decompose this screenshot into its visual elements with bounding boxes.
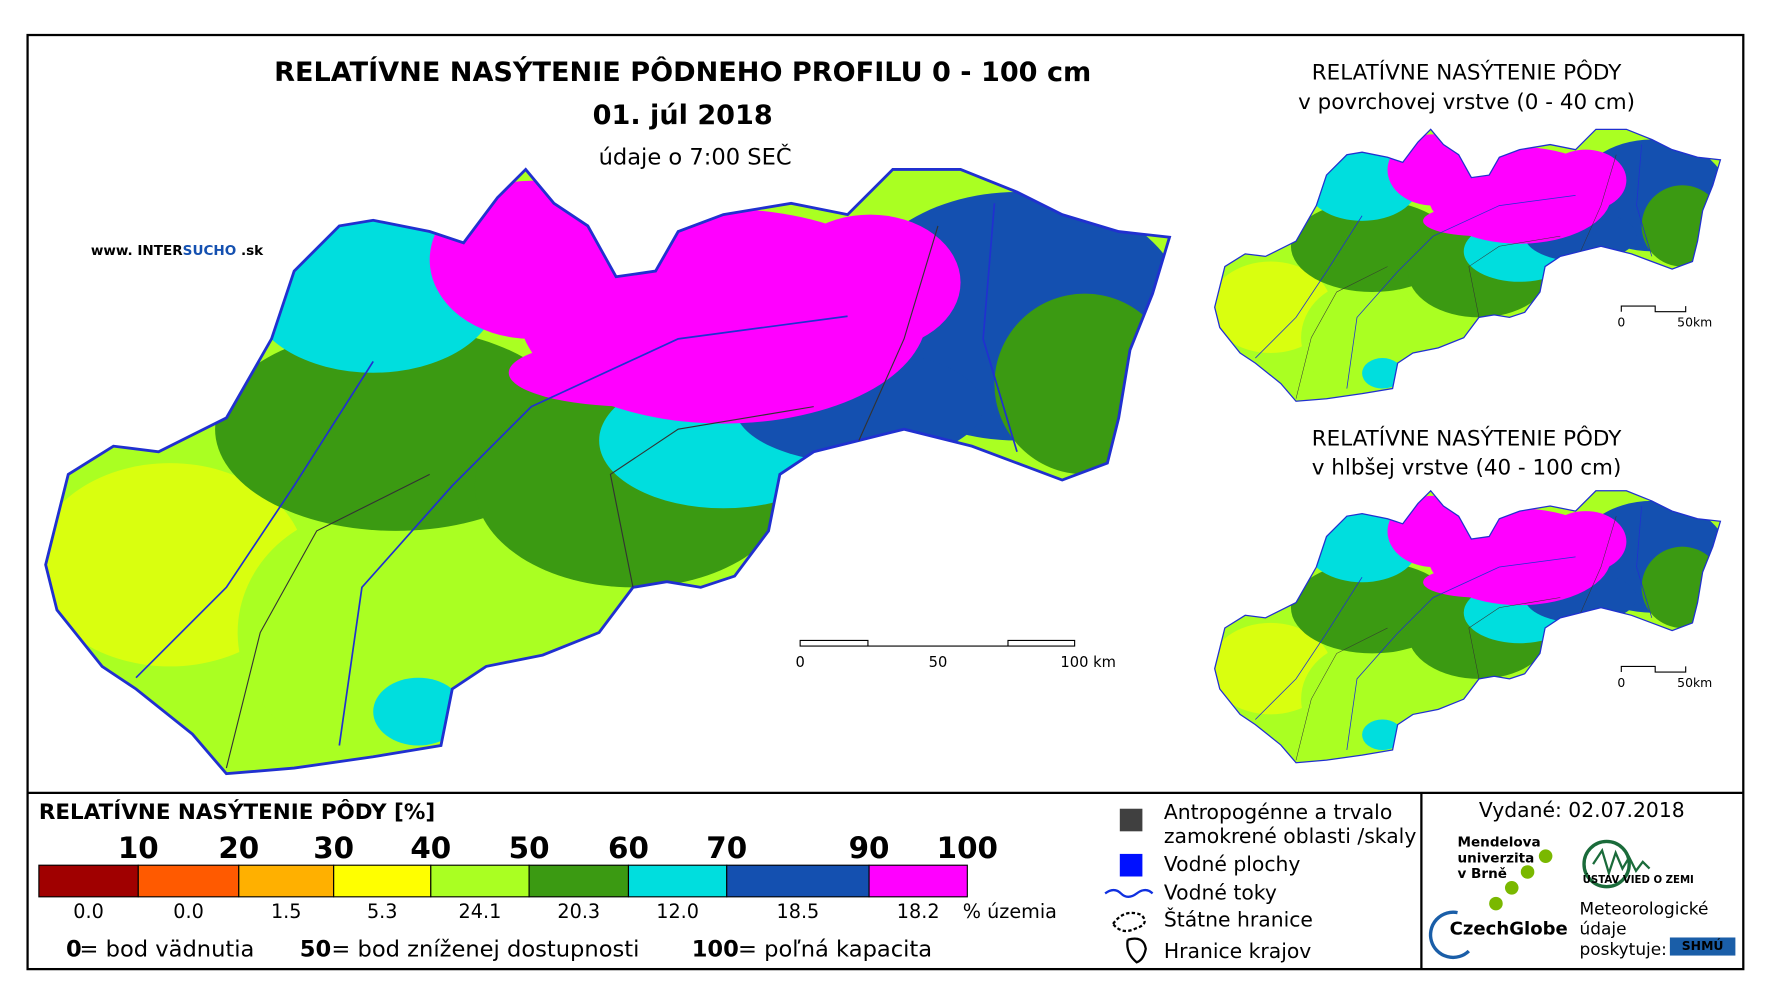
threshold: 40 — [410, 831, 451, 865]
class-share: 24.1 — [459, 900, 502, 923]
legend-swatch — [627, 864, 728, 898]
symbol-icon — [1126, 937, 1147, 964]
class-share: 0.0 — [173, 900, 204, 923]
threshold: 70 — [706, 831, 747, 865]
time: údaje o 7:00 SEČ — [599, 143, 792, 171]
logo-dot — [1538, 849, 1553, 863]
logo-text: ÚSTAV VIED O ZEMI — [1583, 873, 1694, 886]
symbol-label: Štátne hranice — [1164, 907, 1313, 932]
class-share: 5.3 — [367, 900, 398, 923]
symbol-label: Vodné plochy — [1164, 852, 1301, 876]
class-share: 20.3 — [557, 900, 600, 923]
inset-subtitle: v povrchovej vrstve (0 - 40 cm) — [1298, 90, 1635, 115]
class-share: 18.5 — [777, 900, 820, 923]
legend-swatch — [333, 864, 432, 898]
scale-label: 0 — [795, 654, 804, 671]
logo-dot — [1520, 865, 1535, 879]
note-key: 100 — [692, 936, 739, 962]
inset-title: RELATÍVNE NASÝTENIE PÔDY — [1312, 425, 1622, 451]
symbol-icon — [1104, 888, 1154, 898]
scale-label: 0 — [1617, 315, 1625, 330]
date: 01. júl 2018 — [593, 100, 773, 131]
title: RELATÍVNE NASÝTENIE PÔDNEHO PROFILU 0 - … — [274, 56, 1091, 88]
note-text: = bod zníženej dostupnosti — [331, 936, 639, 962]
symbol-label: Hranice krajov — [1164, 939, 1311, 963]
logo-ring — [1582, 839, 1631, 889]
provider-text: údaje — [1580, 919, 1627, 939]
scale-label: 50km — [1677, 315, 1712, 330]
threshold: 10 — [118, 831, 159, 865]
issued: Vydané: 02.07.2018 — [1479, 798, 1685, 822]
legend-swatch — [137, 864, 240, 898]
note-text: = poľná kapacita — [738, 936, 932, 962]
provider-text: poskytuje: — [1580, 939, 1667, 959]
threshold: 100 — [937, 831, 998, 865]
scale-bar — [1620, 665, 1687, 673]
scale-label: 50 — [929, 654, 948, 671]
symbol-icon — [1112, 911, 1146, 933]
scale-bar — [799, 639, 1076, 647]
class-share: 18.2 — [897, 900, 940, 923]
share-unit: % územia — [963, 900, 1057, 923]
symbol-icon — [1119, 808, 1143, 832]
legend-swatch — [528, 864, 630, 898]
legend-swatch — [726, 864, 870, 898]
logo-text: CzechGlobe — [1450, 919, 1568, 940]
provider-text: Meteorologické — [1580, 898, 1709, 918]
inset-title: RELATÍVNE NASÝTENIE PÔDY — [1312, 59, 1622, 85]
symbol-icon — [1119, 853, 1143, 877]
class-share: 1.5 — [271, 900, 302, 923]
threshold: 90 — [849, 831, 890, 865]
logo-text: univerzita — [1458, 850, 1535, 866]
symbol-label: zamokrené oblasti /skaly — [1164, 824, 1417, 848]
scale-bar — [1620, 305, 1687, 313]
logo-arc — [1428, 910, 1470, 960]
logo-text: v Brně — [1458, 866, 1507, 882]
logo-text: Mendelova — [1458, 835, 1541, 851]
legend-swatch — [868, 864, 968, 898]
logo-box — [1669, 937, 1736, 956]
threshold: 60 — [608, 831, 649, 865]
scale-label: 0 — [1617, 675, 1625, 690]
scale-label: 100 km — [1060, 654, 1115, 671]
threshold: 30 — [313, 831, 354, 865]
logo-dot — [1504, 881, 1519, 895]
site: www. INTERSUCHO .sk — [91, 243, 264, 259]
note-text: = bod vädnutia — [80, 936, 255, 962]
note-key: 50 — [300, 936, 331, 962]
legend-title: RELATÍVNE NASÝTENIE PÔDY [%] — [39, 799, 435, 825]
note-key: 0 — [66, 936, 82, 962]
legend-swatch — [238, 864, 335, 898]
symbol-label: Vodné toky — [1164, 880, 1277, 904]
legend-swatch — [38, 864, 139, 898]
inset-subtitle: v hlbšej vrstve (40 - 100 cm) — [1312, 456, 1622, 481]
class-share: 0.0 — [73, 900, 104, 923]
logo-dot — [1489, 896, 1503, 911]
legend-swatch — [430, 864, 530, 898]
logo-wave — [1592, 847, 1651, 877]
scale-label: 50km — [1677, 675, 1712, 690]
logo-text: SHMÚ — [1682, 938, 1724, 953]
threshold: 20 — [218, 831, 259, 865]
symbol-label: Antropogénne a trvalo — [1164, 800, 1392, 824]
class-share: 12.0 — [656, 900, 699, 923]
threshold: 50 — [509, 831, 550, 865]
